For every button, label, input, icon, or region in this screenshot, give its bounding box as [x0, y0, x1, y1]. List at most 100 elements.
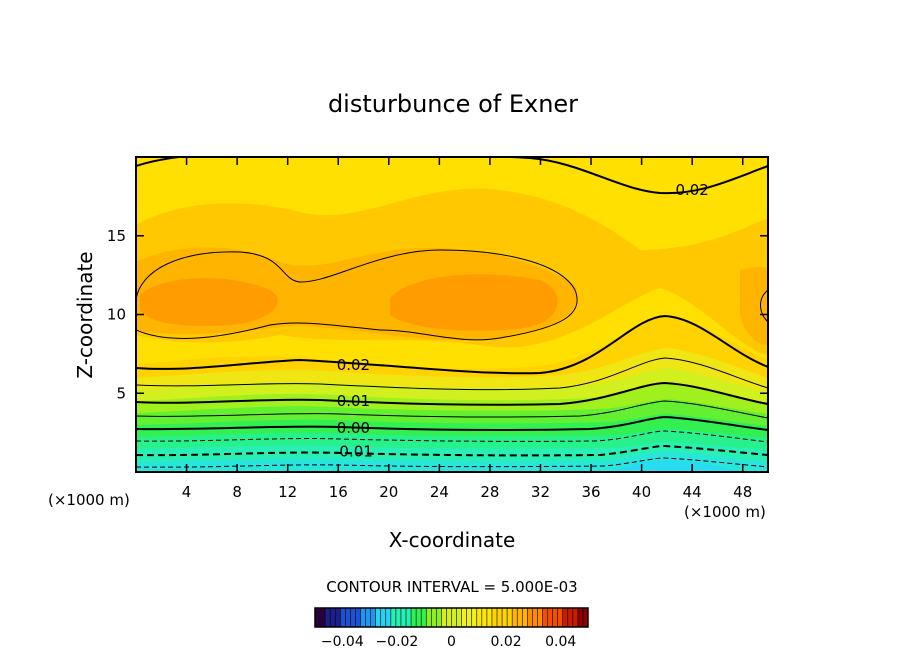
colorbar-tick-label: 0.02 [491, 634, 522, 650]
x-tick-label: 36 [581, 483, 600, 501]
colorbar-swatch [542, 608, 548, 627]
colorbar-swatch [547, 608, 553, 627]
colorbar-swatch [476, 608, 483, 627]
contour-line-neg001-dashed [136, 444, 768, 457]
colorbar-swatch [491, 608, 498, 627]
colorbar-swatch [466, 608, 473, 627]
field-band-lower-10 [610, 460, 740, 472]
colorbar-swatch [456, 608, 462, 627]
contour-line-top-thick [136, 157, 768, 195]
colorbar-swatch [517, 608, 523, 627]
colorbar-swatch [502, 608, 508, 627]
colorbar-frame [314, 607, 589, 628]
colorbar-swatch [426, 608, 432, 627]
colorbar-swatch [355, 608, 361, 627]
field-core-right [740, 267, 768, 345]
colorbar-swatch [380, 608, 387, 627]
colorbar-swatch [370, 608, 376, 627]
colorbar-swatch [436, 608, 442, 627]
colorbar-swatch [582, 608, 589, 627]
contour-labels: 0.02 0.02 0.01 0.00 -0.01 [334, 181, 709, 461]
colorbar-swatch [562, 608, 569, 627]
x-tick-label: 8 [232, 483, 242, 501]
x-unit-label-left: (×1000 m) [48, 491, 130, 509]
contour-label: -0.01 [334, 443, 373, 461]
y-axis-ticks: 5 10 15 [107, 227, 768, 402]
colorbar-swatch [572, 608, 579, 627]
x-tick-label: 48 [733, 483, 752, 501]
colorbar-swatch [507, 608, 513, 627]
y-tick-label: 10 [107, 306, 126, 324]
colorbar-swatch [325, 608, 331, 627]
contour-interval-note: CONTOUR INTERVAL = 5.000E-03 [326, 578, 577, 596]
contour-line-002-thick [136, 314, 768, 375]
colorbar-swatch [385, 608, 392, 627]
colorbar-swatch [481, 608, 488, 627]
y-tick-label: 5 [116, 384, 126, 402]
colorbar-swatch [375, 608, 382, 627]
contour-label: 0.02 [675, 181, 708, 199]
colorbar-tick-label: −0.04 [321, 634, 364, 650]
colorbar-swatch [315, 608, 321, 627]
contour-line-000-thick [136, 415, 768, 432]
x-axis-ticks: 4 8 12 16 20 24 28 32 36 40 44 48 [182, 157, 752, 501]
colorbar-swatch [557, 608, 564, 627]
contour-label: 0.01 [337, 392, 370, 410]
y-tick-label: 15 [107, 227, 126, 245]
contour-line-0015-thin [136, 357, 768, 391]
colorbar-swatch [441, 608, 447, 627]
colorbar-swatch [522, 608, 528, 627]
contour-label: 0.02 [337, 356, 370, 374]
contour-label: 0.00 [337, 419, 370, 437]
colorbar-swatch [350, 608, 356, 627]
colorbar-swatch [552, 608, 558, 627]
colorbar-swatch [360, 608, 366, 627]
x-tick-label: 20 [379, 483, 398, 501]
colorbar-swatch [497, 608, 503, 627]
y-axis-label: Z-coordinate [73, 251, 97, 378]
plot-area [136, 157, 768, 472]
colorbar-swatch [330, 608, 336, 627]
x-tick-label: 44 [683, 483, 702, 501]
field-band-lower-9 [136, 452, 768, 472]
colorbar-swatch [345, 608, 351, 627]
contour-line-0005-thin [136, 400, 768, 419]
contour-line-right-edge-thin [760, 289, 768, 323]
x-unit-label-right: (×1000 m) [684, 503, 766, 521]
x-tick-label: 12 [278, 483, 297, 501]
field-core-left [140, 278, 278, 327]
colorbar-swatch [421, 608, 427, 627]
x-tick-label: 40 [632, 483, 651, 501]
colorbar-swatch [390, 608, 397, 627]
colorbar-swatch [365, 608, 371, 627]
colorbar-swatch [471, 608, 478, 627]
colorbar-swatch [567, 608, 574, 627]
colorbar-swatch [406, 608, 412, 627]
x-tick-label: 28 [480, 483, 499, 501]
colorbar-swatch [532, 608, 538, 627]
colorbar-swatch [461, 608, 467, 627]
colorbar-swatch [577, 608, 584, 627]
colorbar-swatch [527, 608, 533, 627]
colorbar-swatch [537, 608, 543, 627]
x-tick-label: 24 [430, 483, 449, 501]
contour-line-upper-thin [136, 249, 578, 341]
colorbar-swatch [416, 608, 422, 627]
x-axis-label: X-coordinate [389, 528, 516, 552]
colorbar-swatch [411, 608, 417, 627]
colorbar-swatch [486, 608, 493, 627]
chart-title: disturbunce of Exner [328, 90, 578, 118]
colorbar-swatch [395, 608, 402, 627]
contour-line-001-thick [136, 381, 768, 406]
colorbar-swatch [340, 608, 346, 627]
field-core-middle [390, 274, 558, 331]
colorbar [314, 607, 589, 628]
colorbar-tick-labels: −0.04 −0.02 0 0.02 0.04 [321, 634, 577, 650]
colorbar-swatch [446, 608, 452, 627]
colorbar-tick-label: 0 [447, 634, 456, 650]
colorbar-tick-label: −0.02 [375, 634, 418, 650]
colorbar-swatch [512, 608, 518, 627]
colorbar-swatch [400, 608, 407, 627]
